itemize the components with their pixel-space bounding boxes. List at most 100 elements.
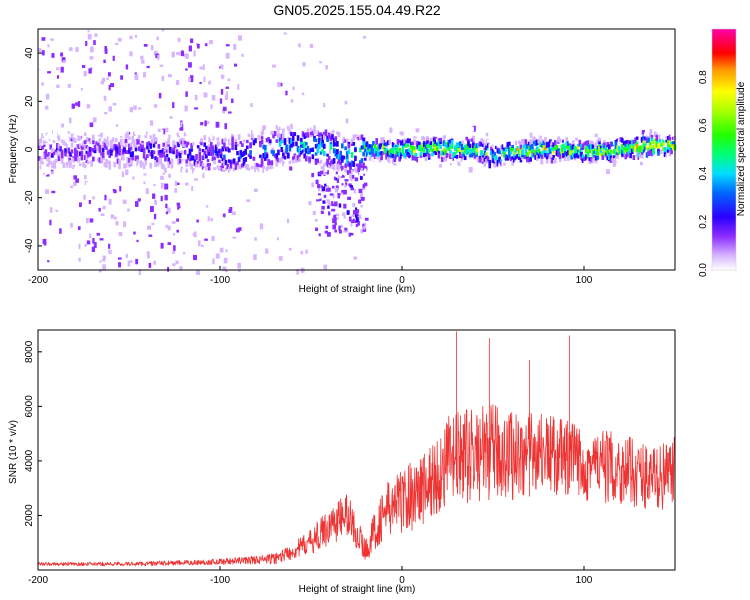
spectrogram-ridge-cell — [657, 143, 660, 148]
spectrogram-ridge-cell — [419, 144, 423, 149]
spectrogram-ridge-cell — [454, 158, 457, 164]
spectrogram-ridge-cell — [226, 163, 229, 170]
spectrogram-ridge-cell — [336, 140, 339, 147]
spectrogram-ridge-cell — [41, 165, 44, 171]
spectrogram-ridge-cell — [236, 133, 239, 140]
spectrogram-ridge-cell — [406, 153, 410, 158]
spectrogram-tail-cell — [323, 194, 327, 198]
spectrogram-ridge-cell — [383, 140, 387, 144]
spectrogram-tail-cell — [350, 177, 353, 181]
spectrogram-ridge-cell — [598, 139, 601, 145]
spectrogram-ridge-cell — [201, 164, 205, 170]
spectrogram-noise-cell — [289, 166, 293, 171]
spectrogram-tail-cell — [335, 171, 338, 175]
spectrogram-ridge-cell — [652, 147, 655, 154]
spectrogram-ridge-cell — [444, 149, 447, 156]
spectrogram-ridge-cell — [450, 139, 454, 144]
spectrogram-noise-cell — [472, 125, 476, 132]
spectrogram-ridge-cell — [457, 147, 460, 153]
spectrogram-tail-cell — [315, 179, 319, 185]
spectrogram-ridge-cell — [527, 151, 531, 156]
spectrogram-noise-cell — [219, 165, 223, 171]
spectrogram-noise-cell — [228, 111, 232, 114]
spectrogram-ridge-cell — [188, 148, 192, 155]
spectrogram-noise-cell — [123, 139, 126, 144]
spectrogram-ridge-cell — [80, 156, 84, 161]
spectrogram-ridge-cell — [121, 166, 125, 171]
spectrogram-ridge-cell — [193, 134, 197, 139]
spectrogram-ridge-cell — [78, 151, 82, 157]
spectrogram-ridge-cell — [74, 155, 77, 161]
spectrogram-ridge-cell — [247, 153, 251, 158]
spectrogram-ridge-cell — [101, 152, 105, 159]
spectrogram-ridge-cell — [309, 148, 313, 153]
spectrogram-noise-cell — [207, 80, 211, 85]
spectrogram-ridge-cell — [616, 138, 619, 142]
spectrogram-ridge-cell — [241, 171, 244, 176]
spectrogram-noise-cell — [68, 47, 73, 51]
spectrogram-noise-cell — [305, 249, 308, 254]
spectrogram-ridge-cell — [126, 132, 130, 139]
spectrogram-tail-cell — [343, 203, 347, 209]
spectrogram-noise-cell — [432, 154, 436, 161]
spectrogram-ridge-cell — [499, 145, 503, 151]
spectrogram-ridge-cell — [180, 137, 184, 143]
spectrogram-ridge-cell — [278, 157, 282, 164]
spectrogram-ridge-cell — [57, 144, 61, 149]
spectrogram-ridge-cell — [203, 128, 207, 134]
spectrogram-noise-cell — [169, 64, 173, 68]
spectrogram-ridge-cell — [331, 159, 334, 166]
spectrogram-ridge-cell — [609, 149, 613, 154]
spectrogram-ridge-cell — [442, 135, 446, 140]
spectrogram-ridge-cell — [321, 148, 324, 153]
colorbar-gradient — [712, 29, 736, 270]
spectrogram-ridge-cell — [282, 133, 285, 140]
spectrogram-ridge-cell — [200, 160, 203, 167]
spectrogram-ridge-cell — [160, 153, 164, 158]
spectrogram-ridge-cell — [544, 146, 547, 151]
spectrogram-ridge-cell — [337, 165, 341, 172]
spectrogram-ridge-cell — [172, 144, 175, 149]
spectrogram-noise-cell — [154, 199, 157, 205]
spectrogram-ridge-cell — [257, 164, 261, 168]
spectrogram-ridge-cell — [585, 141, 588, 146]
spectrogram-noise-cell — [134, 34, 138, 38]
spectrogram-ridge-cell — [460, 143, 464, 150]
spectrogram-ridge-cell — [103, 161, 107, 167]
spectrogram-ridge-cell — [481, 155, 485, 159]
spectrogram-ridge-cell — [341, 143, 344, 149]
spectrogram-ridge-cell — [137, 134, 141, 140]
spectrogram-ridge-cell — [575, 147, 578, 153]
spectrogram-ridge-cell — [558, 156, 562, 162]
spectrogram-noise-cell — [175, 260, 179, 265]
spectrogram-tail-cell — [350, 187, 355, 191]
spectrogram-ridge-cell — [606, 143, 609, 148]
spectrogram-ridge-cell — [557, 137, 560, 141]
spectrogram-noise-cell — [51, 103, 55, 109]
spectrogram-ridge-cell — [304, 142, 308, 146]
spectrogram-ridge-cell — [509, 146, 513, 152]
spectrogram-ridge-cell — [208, 151, 211, 156]
spectrogram-ridge-cell — [614, 141, 618, 145]
spectrogram-ridge-cell — [486, 156, 490, 162]
spectrogram-noise-cell — [179, 266, 183, 270]
spectrogram-ridge-cell — [78, 136, 82, 141]
spectrogram-noise-cell — [225, 91, 228, 96]
spectrogram-ridge-cell — [462, 140, 465, 144]
spectrogram-ridge-cell — [90, 160, 94, 167]
spectrogram-ridge-cell — [83, 132, 87, 137]
spectrogram-ridge-cell — [201, 162, 205, 167]
spectrogram-ridge-cell — [562, 152, 565, 158]
spectrogram-ridge-cell — [663, 151, 667, 158]
spectrogram-ridge-cell — [616, 155, 619, 159]
spectrogram-noise-cell — [107, 72, 111, 77]
spectrogram-ridge-cell — [126, 126, 130, 131]
spectrogram-tail-cell — [321, 185, 324, 189]
spectrogram-ridge-cell — [234, 141, 238, 147]
spectrogram-ridge-cell — [647, 147, 650, 153]
spectrogram-ridge-cell — [395, 146, 398, 153]
spectrogram-ridge-cell — [314, 144, 318, 149]
spectrogram-ridge-cell — [465, 143, 469, 150]
spectrogram-noise-cell — [68, 157, 72, 162]
figure-title: GN05.2025.155.04.49.R22 — [273, 2, 441, 18]
